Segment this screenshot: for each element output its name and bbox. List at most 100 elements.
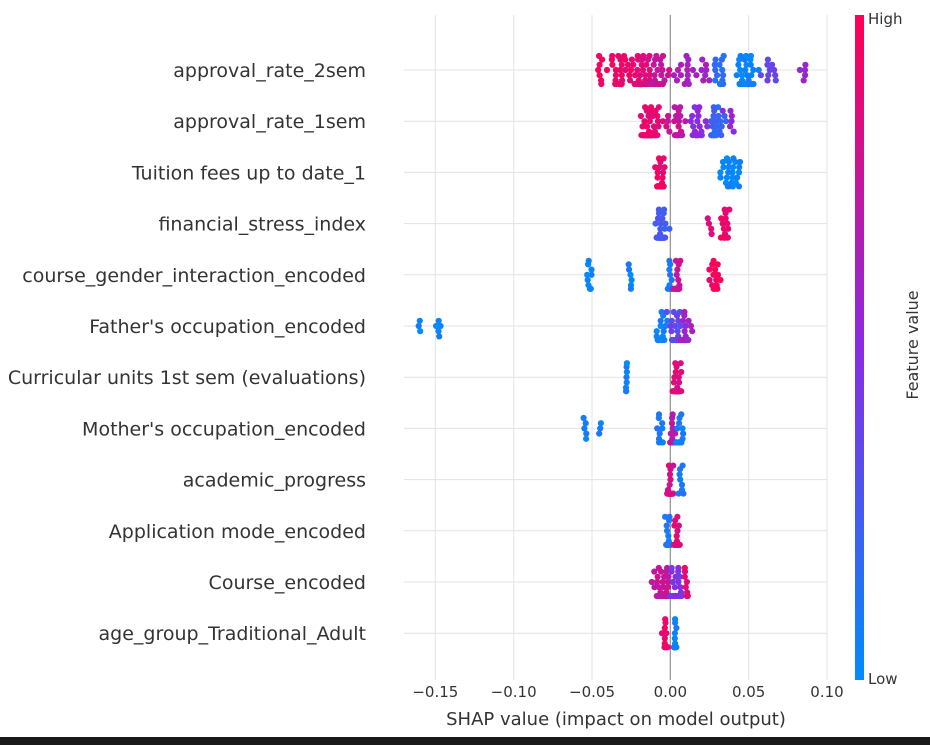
shap-point (665, 112, 672, 120)
shap-point (708, 225, 715, 232)
shap-point (675, 490, 682, 497)
shap-point (737, 52, 744, 60)
shap-point (662, 322, 669, 330)
shap-point (658, 308, 665, 316)
shap-point (677, 61, 685, 68)
shap-point (674, 425, 681, 432)
shap-point (655, 411, 663, 418)
shap-point (583, 430, 590, 437)
shap-point (658, 630, 666, 637)
shap-point (669, 578, 676, 586)
shap-point (660, 206, 668, 213)
shap-point (666, 266, 673, 273)
shap-point (727, 123, 734, 130)
shap-point (642, 72, 649, 79)
shap-point (657, 225, 664, 232)
shap-point (674, 527, 681, 534)
shap-point (730, 164, 737, 171)
shap-point (673, 532, 680, 540)
shap-point (721, 112, 728, 120)
shap-point (642, 104, 649, 111)
shap-point (657, 322, 664, 330)
shap-point (663, 308, 670, 316)
shap-point (623, 360, 631, 367)
shap-point (675, 439, 682, 446)
shap-point (769, 61, 776, 68)
shap-point (626, 72, 633, 79)
shap-point (801, 66, 809, 74)
shap-point (725, 225, 732, 232)
shap-point (624, 61, 632, 68)
shap-point (674, 66, 682, 74)
shap-point (671, 630, 679, 637)
shap-point (659, 439, 666, 446)
shap-point (712, 118, 719, 125)
shap-point (664, 317, 671, 324)
shap-point (684, 592, 691, 600)
shap-point (584, 271, 591, 278)
shap-point (670, 379, 678, 386)
shap-point (628, 56, 636, 63)
shap-point (698, 66, 705, 74)
shap-point (710, 104, 717, 111)
shap-point (685, 336, 692, 344)
shap-point (582, 420, 589, 427)
shap-point (630, 61, 637, 68)
shap-point (687, 118, 694, 125)
feature-label: age_group_Traditional_Adult (99, 623, 367, 645)
shap-point (695, 112, 702, 120)
shap-point (676, 471, 683, 478)
feature-label: academic_progress (183, 470, 366, 492)
shap-point (710, 271, 717, 278)
shap-point (664, 578, 671, 586)
shap-point (664, 118, 671, 125)
shap-point (702, 61, 710, 68)
shap-point (654, 215, 662, 222)
shap-point (683, 52, 690, 60)
shap-point (596, 72, 603, 79)
shap-point (667, 430, 674, 437)
shap-point (620, 52, 628, 60)
shap-point (595, 66, 602, 74)
x-tick-label: 0.05 (732, 683, 765, 701)
bottom-edge-bar (0, 737, 930, 745)
shap-point (622, 66, 629, 74)
shap-point (714, 123, 721, 130)
shap-point (673, 271, 680, 278)
shap-point (676, 573, 684, 580)
shap-point (750, 80, 757, 88)
shap-point (664, 72, 672, 79)
shap-point (683, 578, 691, 586)
shap-point (671, 104, 678, 111)
shap-point (646, 72, 654, 79)
colorbar-gradient (855, 15, 864, 680)
shap-point (612, 66, 620, 74)
shap-point (645, 112, 652, 120)
shap-point (674, 266, 681, 273)
shap-point (757, 72, 765, 79)
shap-point (661, 225, 668, 232)
shap-point (684, 66, 691, 74)
shap-point (638, 61, 645, 68)
shap-point (734, 174, 741, 181)
shap-point (617, 66, 624, 74)
shap-point (671, 374, 678, 381)
shap-point (711, 61, 718, 68)
shap-point (735, 169, 743, 176)
shap-point (675, 317, 682, 324)
shap-point (676, 541, 683, 548)
shap-point (720, 234, 727, 241)
shap-point (648, 578, 655, 586)
shap-point (623, 379, 630, 386)
shap-point (662, 220, 669, 227)
shap-point (725, 183, 733, 190)
shap-point (659, 425, 666, 432)
shap-point (671, 118, 678, 125)
shap-point (627, 271, 634, 278)
shap-point (580, 414, 587, 422)
shap-point (677, 592, 684, 600)
shap-point (659, 118, 667, 125)
colorbar-high-label: High (868, 10, 902, 28)
shap-point (714, 72, 721, 79)
shap-point (664, 644, 672, 651)
